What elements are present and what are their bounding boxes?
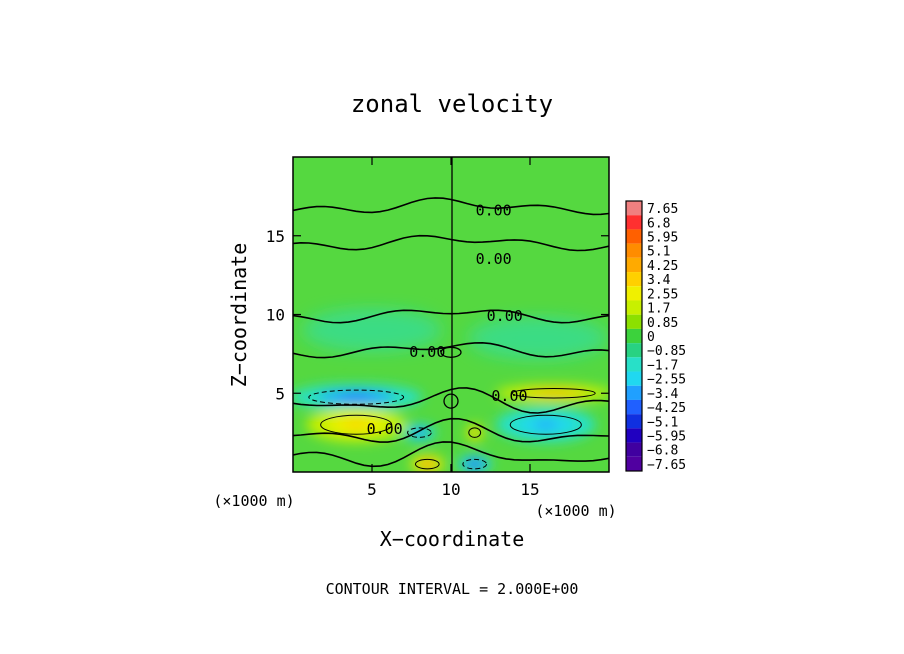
colorbar-swatch-4 [626, 257, 642, 273]
colorbar-swatch-7 [626, 300, 642, 315]
colorbar-label-15: −5.1 [647, 415, 678, 430]
colorbar-swatch-0 [626, 201, 642, 216]
feature-contour-2 [320, 414, 393, 435]
colorbar-label-8: 0.85 [647, 316, 678, 331]
feature-wash-left [302, 308, 442, 353]
x-tick-label-1: 10 [441, 480, 460, 499]
contour-interval: CONTOUR INTERVAL = 2.000E+00 [326, 580, 579, 598]
colorbar-frame [625, 200, 643, 472]
y-tick-label-1: 10 [266, 306, 285, 325]
colorbar-swatch-8 [626, 314, 642, 329]
colorbar-label-1: 6.8 [647, 216, 670, 231]
contour-label-4: 0.00 [491, 387, 527, 405]
colorbar-swatch-3 [626, 243, 642, 258]
zero-contour-2 [293, 309, 609, 324]
contour-lines [293, 197, 609, 470]
colorbar-swatch-6 [626, 286, 642, 301]
y-tick-label-2: 15 [266, 227, 285, 246]
feature-contour-5 [468, 427, 482, 438]
zero-contour-0 [293, 197, 609, 216]
y-axis: 5 10 15 [266, 227, 609, 403]
colorbar-label-6: 2.55 [647, 287, 678, 302]
zero-contour-4 [293, 387, 609, 414]
colorbar-label-4: 4.25 [647, 259, 678, 274]
colorbar-label-0: 7.65 [647, 202, 678, 217]
center-loop-upper [440, 346, 462, 358]
colorbar-label-14: −4.25 [647, 401, 686, 416]
colorbar-label-7: 1.7 [647, 302, 670, 317]
zero-contour-6 [293, 441, 609, 468]
colorbar-swatch-13 [626, 385, 642, 400]
colorbar-label-9: 0 [647, 330, 655, 345]
feature-peak-3 [533, 420, 558, 429]
colorbar-swatch-9 [626, 328, 642, 344]
colorbar-swatch-1 [626, 215, 642, 230]
x-units-left: (×1000 m) [213, 492, 294, 510]
y-tick-label-0: 5 [275, 384, 285, 403]
colorbar-swatch-15 [626, 414, 642, 429]
colorbar-label-18: −7.65 [647, 458, 686, 473]
colorbar-swatch-16 [626, 428, 642, 443]
contour-labels: 0.00 0.00 0.00 0.00 0.00 0.00 [367, 201, 528, 438]
contour-label-3: 0.00 [409, 343, 445, 361]
feature-peak-5 [472, 430, 477, 435]
feature-peak-1 [539, 391, 568, 396]
feature-contour-6 [414, 458, 440, 470]
x-axis: 5 10 15 [367, 157, 540, 499]
colorbar: 7.656.85.955.14.253.42.551.70.850−0.85−1… [625, 200, 686, 473]
plot-area: 0.00 0.00 0.00 0.00 0.00 0.00 [292, 156, 610, 473]
colorbar-label-17: −6.8 [647, 444, 678, 459]
feature-contour-0 [308, 389, 405, 405]
colorbar-label-13: −3.4 [647, 387, 678, 402]
feature-peak-6 [423, 462, 432, 467]
contour-label-1: 0.00 [476, 250, 512, 268]
x-axis-label: X−coordinate [380, 527, 525, 551]
feature-peak-2 [344, 420, 369, 429]
feature-contour-4 [407, 427, 432, 438]
colorbar-label-10: −0.85 [647, 344, 686, 359]
colorbar-swatch-12 [626, 371, 642, 386]
feature-wash-right [467, 316, 608, 361]
zero-contour-5 [293, 417, 609, 443]
field-features [293, 308, 609, 472]
field-shading [293, 157, 609, 472]
colorbar-label-5: 3.4 [647, 273, 671, 288]
x-tick-label-0: 5 [367, 480, 377, 499]
feature-contour-7 [462, 458, 488, 470]
contour-label-0: 0.00 [476, 201, 512, 219]
colorbar-swatch-11 [626, 357, 642, 372]
chart-title: zonal velocity [351, 90, 553, 118]
colorbar-swatch-5 [626, 272, 642, 287]
x-tick-label-2: 15 [520, 480, 539, 499]
contour-label-5: 0.00 [367, 420, 403, 438]
zero-contour-1 [293, 234, 609, 252]
colorbar-label-16: −5.95 [647, 429, 686, 444]
colorbar-swatch-17 [626, 442, 642, 457]
feature-contour-1 [511, 388, 596, 399]
colorbar-label-3: 5.1 [647, 245, 670, 260]
colorbar-swatch-18 [626, 456, 642, 471]
colorbar-swatch-14 [626, 399, 642, 415]
colorbar-label-11: −1.7 [647, 358, 678, 373]
contour-label-2: 0.00 [487, 307, 523, 325]
feature-contour-3 [509, 414, 582, 435]
colorbar-swatch-10 [626, 343, 642, 358]
colorbar-label-12: −2.55 [647, 373, 686, 388]
zero-contour-3 [293, 341, 609, 359]
y-axis-label: Z−coordinate [227, 243, 251, 388]
feature-peak-0 [340, 394, 373, 401]
center-loop-lower [443, 393, 459, 409]
feature-peak-7 [470, 462, 479, 467]
colorbar-label-2: 5.95 [647, 231, 678, 246]
x-units-right: (×1000 m) [535, 502, 616, 520]
colorbar-swatch-2 [626, 229, 642, 244]
